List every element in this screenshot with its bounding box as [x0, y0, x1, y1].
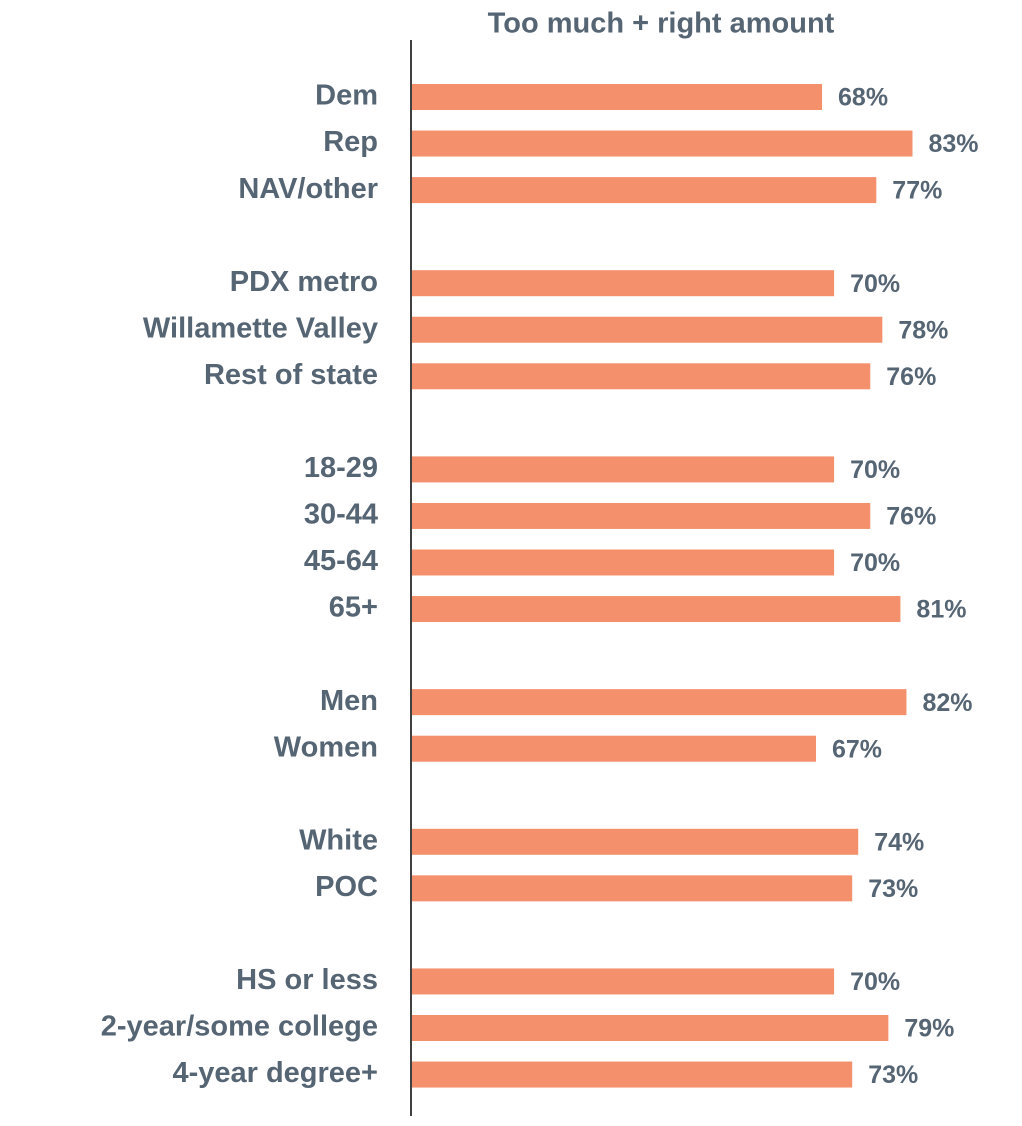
bar	[412, 130, 913, 157]
category-label: HS or less	[236, 964, 378, 996]
value-label: 79%	[904, 1015, 954, 1043]
bar	[412, 1015, 889, 1041]
bar	[412, 875, 853, 902]
bar	[412, 689, 907, 716]
value-label: 70%	[850, 456, 900, 484]
value-label: 78%	[898, 316, 948, 344]
chart-title: Too much + right amount	[488, 8, 835, 40]
category-label: Rest of state	[204, 359, 378, 391]
category-label: 65+	[329, 592, 378, 624]
value-label: 74%	[874, 828, 924, 856]
value-label: 67%	[832, 735, 882, 763]
bar	[412, 84, 823, 110]
value-label: 70%	[850, 549, 900, 577]
bar	[412, 316, 883, 343]
bar	[412, 735, 817, 762]
value-label: 73%	[868, 875, 918, 903]
category-label: Rep	[323, 126, 378, 158]
bar	[412, 968, 835, 995]
value-label: 81%	[916, 596, 966, 624]
category-label: 18-29	[304, 452, 378, 484]
bar	[412, 363, 871, 390]
value-label: 76%	[886, 503, 936, 531]
category-label: NAV/other	[238, 173, 378, 205]
value-label: 82%	[922, 689, 972, 717]
category-label: Women	[274, 731, 378, 763]
value-label: 77%	[892, 177, 942, 205]
bar	[412, 270, 835, 297]
category-label: Willamette Valley	[143, 312, 378, 344]
category-label: Men	[320, 685, 378, 717]
category-label: White	[299, 824, 378, 856]
bar	[412, 828, 859, 855]
category-label: Dem	[315, 80, 378, 112]
value-label: 83%	[928, 130, 978, 158]
value-label: 73%	[868, 1061, 918, 1089]
bar	[412, 1061, 853, 1088]
category-label: 45-64	[304, 545, 378, 577]
category-label: 2-year/some college	[101, 1011, 378, 1043]
category-label: 30-44	[304, 499, 378, 531]
category-label: 4-year degree+	[172, 1057, 378, 1089]
bar	[412, 502, 871, 529]
category-label: POC	[315, 871, 378, 903]
bar	[412, 177, 877, 204]
bar	[412, 456, 835, 483]
value-label: 70%	[850, 968, 900, 996]
bar	[412, 596, 901, 623]
value-label: 76%	[886, 363, 936, 391]
value-label: 70%	[850, 270, 900, 298]
bar	[412, 549, 835, 576]
category-label: PDX metro	[230, 266, 378, 298]
value-label: 68%	[838, 84, 888, 112]
